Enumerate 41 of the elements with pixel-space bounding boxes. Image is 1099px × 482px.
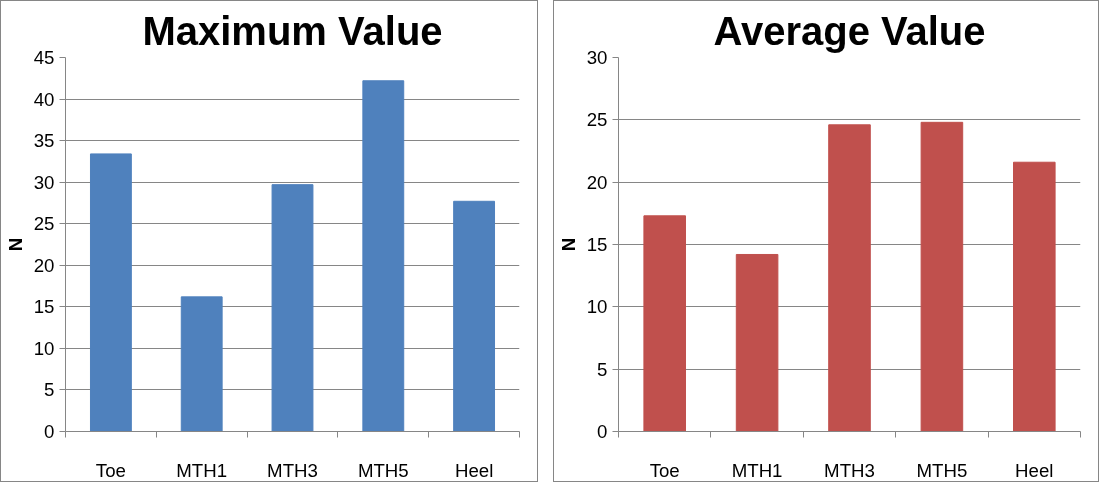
y-tick-label: 40 [33,88,55,110]
x-tick-label: MTH1 [176,459,228,481]
y-axis-title: N [4,237,26,252]
y-tick-label: 35 [33,130,55,152]
y-tick-label: 15 [33,296,55,318]
x-tick-label: Heel [1015,459,1054,481]
bar [89,153,132,432]
y-axis-title: N [557,237,579,252]
bar [828,124,871,432]
x-tick-label: MTH5 [357,459,409,481]
y-tick-label: 0 [44,421,55,442]
bar [735,253,779,432]
bar [920,121,964,432]
y-tick-label: 15 [586,234,608,255]
bar [453,200,496,432]
x-tick-label: MTH5 [916,459,968,481]
chart-title: Maximum Value [142,8,443,53]
x-tick-label: Heel [454,459,494,481]
y-tick-label: 30 [586,47,608,68]
y-tick-label: 30 [33,171,55,193]
y-tick-label: 25 [586,109,608,131]
x-tick-label: MTH3 [824,459,875,481]
x-tick-label: MTH3 [267,459,318,481]
y-tick-label: 25 [33,213,55,235]
bar [180,296,223,432]
y-tick-label: 5 [597,358,608,380]
y-tick-label: 20 [33,254,55,276]
y-tick-label: 10 [33,337,55,359]
bar [362,80,405,432]
y-tick-label: 5 [44,379,55,401]
bar [1013,161,1056,432]
y-tick-label: 10 [586,296,608,318]
bar [643,215,686,432]
bar [271,184,314,432]
chart-title: Average Value [713,8,986,53]
y-tick-label: 45 [33,47,55,68]
y-tick-label: 0 [597,421,608,442]
y-tick-label: 20 [586,171,608,193]
x-tick-label: Toe [649,459,680,481]
x-tick-label: Toe [95,459,126,481]
x-tick-label: MTH1 [731,459,783,481]
